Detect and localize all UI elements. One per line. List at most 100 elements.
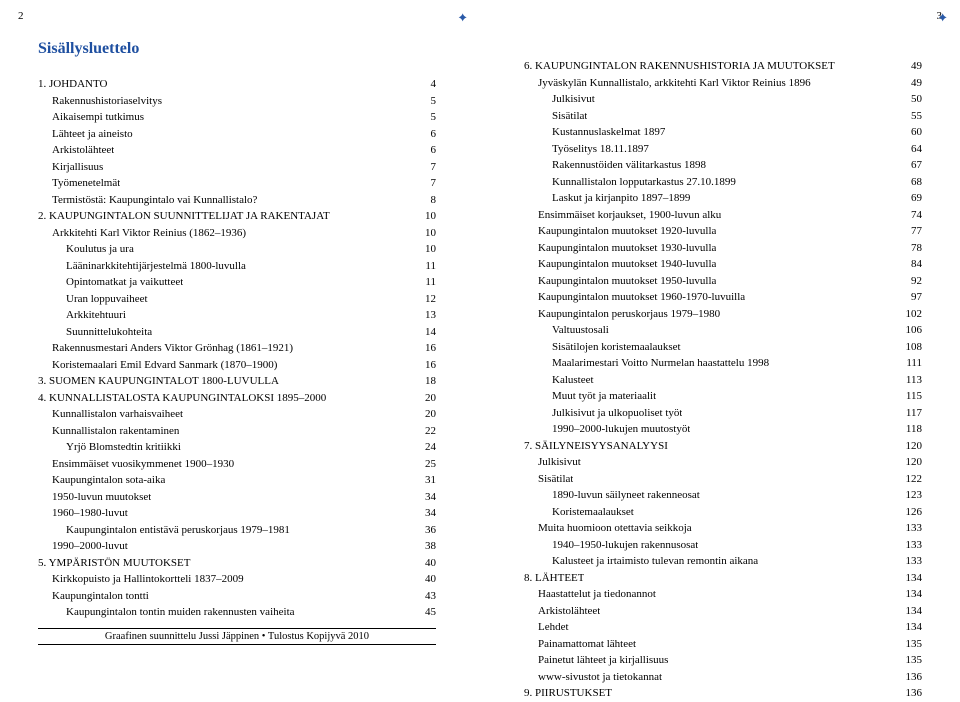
toc-entry-page: 108 (898, 339, 923, 356)
toc-entry: Sisätilojen koristemaalaukset108 (524, 339, 922, 356)
toc-entry-page: 106 (898, 322, 923, 339)
toc-entry: Aikaisempi tutkimus5 (38, 109, 436, 126)
toc-entry-page: 133 (898, 553, 923, 570)
toc-entry-page: 40 (417, 555, 436, 572)
toc-entry-page: 7 (423, 175, 437, 192)
toc-entry-label: Uran loppuvaiheet (38, 291, 148, 308)
toc-entry: Arkistolähteet134 (524, 603, 922, 620)
toc-entry-page: 123 (898, 487, 923, 504)
toc-entry-label: Ensimmäiset korjaukset, 1900-luvun alku (524, 207, 721, 224)
toc-entry-page: 136 (898, 669, 923, 686)
toc-entry-page: 22 (417, 423, 436, 440)
toc-entry-page: 134 (898, 619, 923, 636)
toc-entry-page: 115 (898, 388, 922, 405)
toc-entry: Suunnittelukohteita14 (38, 324, 436, 341)
toc-entry-label: Kirjallisuus (38, 159, 103, 176)
toc-entry-page: 78 (903, 240, 922, 257)
toc-entry-label: Kaupungintalon muutokset 1920-luvulla (524, 223, 716, 240)
toc-entry-page: 122 (898, 471, 923, 488)
toc-entry: 5. YMPÄRISTÖN MUUTOKSET 40 (38, 555, 436, 572)
toc-entry: 4. KUNNALLISTALOSTA KAUPUNGINTALOKSI 189… (38, 390, 436, 407)
toc-entry-page: 10 (417, 225, 436, 242)
toc-entry-label: Kunnallistalon lopputarkastus 27.10.1899 (524, 174, 736, 191)
toc-entry-label: Työselitys 18.11.1897 (524, 141, 649, 158)
footer-credit: Graafinen suunnittelu Jussi Jäppinen • T… (38, 628, 436, 645)
toc-entry-label: 5. YMPÄRISTÖN MUUTOKSET (38, 555, 191, 572)
toc-entry-label: 6. KAUPUNGINTALON RAKENNUSHISTORIA JA MU… (524, 58, 835, 75)
toc-entry-label: Koulutus ja ura (38, 241, 134, 258)
toc-entry: Kaupungintalon sota-aika31 (38, 472, 436, 489)
toc-entry: Koristemaalaukset126 (524, 504, 922, 521)
toc-entry: Muita huomioon otettavia seikkoja133 (524, 520, 922, 537)
toc-entry-page: 102 (898, 306, 923, 323)
toc-entry-page: 38 (417, 538, 436, 555)
toc-entry-page: 97 (903, 289, 922, 306)
toc-entry-label: 1950-luvun muutokset (38, 489, 151, 506)
toc-entry: Kunnallistalon rakentaminen 22 (38, 423, 436, 440)
toc-entry-label: Kaupungintalon peruskorjaus 1979–1980 (524, 306, 720, 323)
toc-entry-page: 120 (898, 438, 923, 455)
toc-entry-label: Lääninarkkitehtijärjestelmä 1800-luvulla (38, 258, 246, 275)
toc-entry-label: Kunnallistalon rakentaminen (38, 423, 179, 440)
toc-entry: 9. PIIRUSTUKSET136 (524, 685, 922, 702)
toc-entry-page: 11 (417, 258, 436, 275)
toc-list-left: 1. JOHDANTO4Rakennushistoriaselvitys5Aik… (38, 76, 436, 621)
toc-entry-label: 1960–1980-luvut (38, 505, 128, 522)
toc-entry: Jyväskylän Kunnallistalo, arkkitehti Kar… (524, 75, 922, 92)
toc-entry: Lehdet134 (524, 619, 922, 636)
toc-entry: Kaupungintalon peruskorjaus 1979–1980 102 (524, 306, 922, 323)
toc-entry-page: 135 (898, 636, 923, 653)
toc-entry-label: 3. SUOMEN KAUPUNGINTALOT 1800-LUVULLA (38, 373, 279, 390)
toc-entry: www-sivustot ja tietokannat136 (524, 669, 922, 686)
toc-entry-label: 1990–2000-luvut (38, 538, 128, 555)
toc-list-right: 6. KAUPUNGINTALON RAKENNUSHISTORIA JA MU… (524, 58, 922, 702)
toc-entry: Kunnallistalon lopputarkastus 27.10.1899… (524, 174, 922, 191)
toc-entry: 2. KAUPUNGINTALON SUUNNITTELIJAT JA RAKE… (38, 208, 436, 225)
toc-entry-page: 69 (903, 190, 922, 207)
toc-entry-page: 50 (903, 91, 922, 108)
toc-entry: Painetut lähteet ja kirjallisuus135 (524, 652, 922, 669)
toc-entry: Laskut ja kirjanpito 1897–189969 (524, 190, 922, 207)
toc-entry-page: 36 (417, 522, 436, 539)
toc-entry-page: 25 (417, 456, 436, 473)
toc-entry: Työselitys 18.11.189764 (524, 141, 922, 158)
toc-title: Sisällysluettelo (38, 40, 436, 58)
toc-entry-page: 20 (417, 406, 436, 423)
toc-entry-page: 126 (898, 504, 923, 521)
toc-entry-page: 134 (898, 570, 923, 587)
toc-entry-page: 34 (417, 489, 436, 506)
toc-entry: Kirjallisuus7 (38, 159, 436, 176)
toc-entry: Rakennushistoriaselvitys5 (38, 93, 436, 110)
toc-entry-label: Julkisivut (524, 454, 581, 471)
toc-entry-label: Painamattomat lähteet (524, 636, 636, 653)
toc-entry-page: 34 (417, 505, 436, 522)
toc-entry-label: Arkkitehtuuri (38, 307, 126, 324)
toc-entry-page: 74 (903, 207, 922, 224)
toc-entry: Lääninarkkitehtijärjestelmä 1800-luvulla… (38, 258, 436, 275)
toc-entry-page: 134 (898, 586, 923, 603)
toc-entry: Painamattomat lähteet 135 (524, 636, 922, 653)
toc-entry-label: Rakennusmestari Anders Viktor Grönhag (1… (38, 340, 293, 357)
toc-entry: 1990–2000-luvut 38 (38, 538, 436, 555)
toc-entry-label: Sisätilat (524, 471, 573, 488)
page-left: 2 Sisällysluettelo 1. JOHDANTO4Rakennush… (0, 0, 480, 661)
toc-entry-label: Arkistolähteet (524, 603, 600, 620)
toc-entry-label: Kaupungintalon muutokset 1940-luvulla (524, 256, 716, 273)
toc-entry-page: 14 (417, 324, 436, 341)
toc-entry: Julkisivut ja ulkopuoliset työt117 (524, 405, 922, 422)
page-number-left: 2 (18, 10, 24, 22)
toc-entry: Arkkitehti Karl Viktor Reinius (1862–193… (38, 225, 436, 242)
toc-entry-page: 31 (417, 472, 436, 489)
toc-entry-page: 120 (898, 454, 923, 471)
toc-entry: Kaupungintalon muutokset 1950-luvulla92 (524, 273, 922, 290)
toc-entry-page: 11 (417, 274, 436, 291)
toc-entry-page: 10 (417, 208, 436, 225)
toc-entry-page: 77 (903, 223, 922, 240)
toc-entry-label: 1990–2000-lukujen muutostyöt (524, 421, 690, 438)
toc-entry: Kaupungintalon muutokset 1920-luvulla 77 (524, 223, 922, 240)
toc-entry: 1940–1950-lukujen rakennusosat133 (524, 537, 922, 554)
toc-entry-label: Julkisivut ja ulkopuoliset työt (524, 405, 682, 422)
toc-entry-page: 16 (417, 357, 436, 374)
toc-entry: 1890-luvun säilyneet rakenneosat123 (524, 487, 922, 504)
toc-entry-label: Termistöstä: Kaupungintalo vai Kunnallis… (38, 192, 257, 209)
